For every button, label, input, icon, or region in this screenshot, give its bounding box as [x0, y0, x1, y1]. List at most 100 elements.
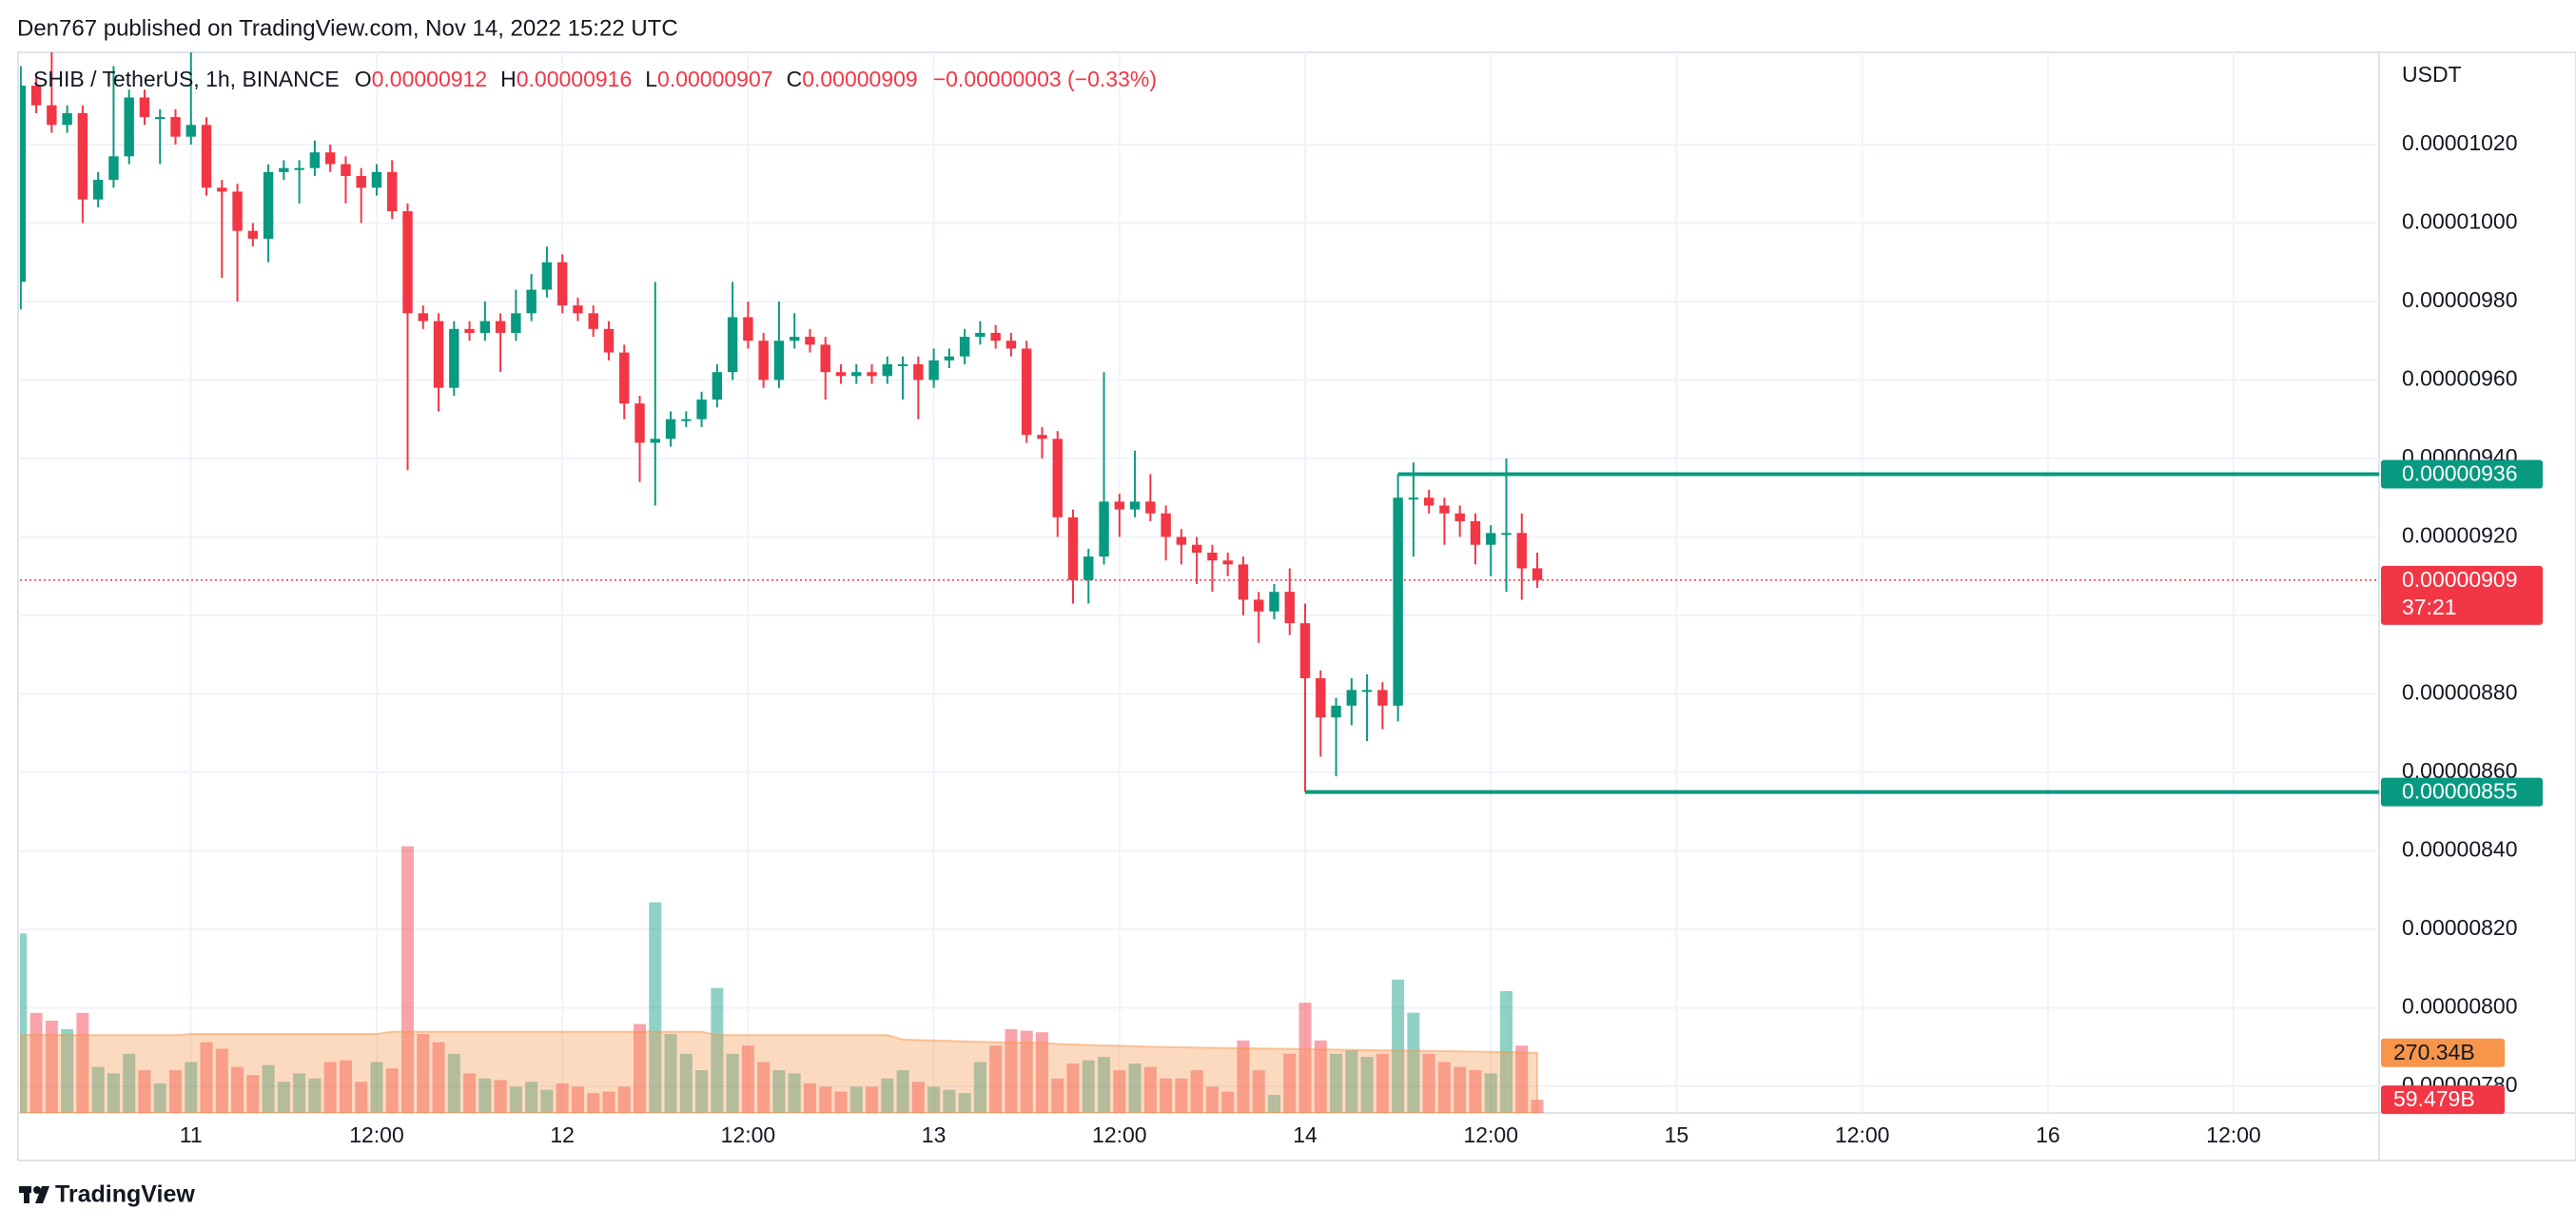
candle-body — [1486, 533, 1496, 545]
volume-bar — [788, 1073, 801, 1113]
x-tick-label: 16 — [2036, 1122, 2060, 1147]
volume-bar — [447, 1053, 460, 1113]
y-tick-label: 0.00000980 — [2402, 287, 2518, 312]
volume-bar — [757, 1062, 771, 1113]
y-tick-label: 0.00000920 — [2402, 523, 2518, 548]
volume-bar — [463, 1073, 477, 1113]
volume-bar — [664, 1034, 677, 1113]
volume-bar — [525, 1082, 538, 1113]
x-tick-label: 11 — [180, 1122, 203, 1147]
volume-bar — [509, 1086, 522, 1113]
candle-body — [1346, 690, 1357, 706]
candle-body — [511, 313, 521, 333]
volume-bar — [1128, 1063, 1142, 1113]
legend-key: O — [355, 67, 372, 91]
candle-body — [913, 363, 924, 380]
volume-bar — [494, 1080, 507, 1113]
candle-body — [1393, 497, 1403, 706]
volume-bar — [1515, 1045, 1529, 1113]
candle-body — [743, 317, 753, 341]
candle-body — [634, 403, 645, 443]
candle-body — [789, 337, 800, 341]
volume-bar — [153, 1083, 166, 1113]
candle-body — [1238, 564, 1249, 600]
volume-bar — [293, 1073, 306, 1113]
price-labels: 0.00000936 0.00000855 0.00000909 37:21 270.3… — [2381, 459, 2543, 1115]
volume-bar — [370, 1062, 383, 1113]
volume-bar — [1143, 1066, 1157, 1113]
x-tick-label: 12 — [550, 1122, 575, 1147]
volume-bar — [819, 1086, 832, 1113]
volume-bar — [262, 1064, 275, 1113]
x-tick-label: 15 — [1665, 1122, 1689, 1147]
volume-bar — [1237, 1040, 1250, 1113]
volume-bar — [29, 1012, 43, 1113]
volume-bar — [695, 1070, 709, 1113]
candle-body — [1052, 439, 1063, 517]
candle-body — [1299, 623, 1311, 678]
logo-slash — [35, 1186, 49, 1203]
volume-bar — [323, 1062, 337, 1113]
candle-body — [139, 97, 150, 118]
volume-bar — [1437, 1062, 1451, 1113]
countdown-label: 37:21 — [2402, 595, 2457, 619]
logo — [19, 1186, 49, 1203]
level-label: 0.00000936 — [2402, 461, 2518, 486]
volume-bar — [617, 1086, 631, 1113]
candle-body — [1037, 435, 1047, 439]
candle-body — [294, 167, 304, 170]
logo-text: TradingView — [55, 1181, 195, 1208]
candle-body — [603, 328, 615, 353]
volume-bar — [1205, 1086, 1219, 1113]
level-label-box — [2381, 459, 2543, 489]
candle-body — [20, 86, 27, 283]
candle-body — [1501, 533, 1512, 536]
candle-body — [185, 125, 196, 137]
candle-body — [1331, 705, 1341, 718]
volume-bar — [1345, 1050, 1358, 1113]
candle-body — [341, 164, 351, 176]
volume-bar — [45, 1020, 58, 1113]
candle-body — [449, 328, 459, 388]
candle-body — [1377, 690, 1388, 706]
volume-bar — [1020, 1030, 1033, 1113]
candle-body — [773, 341, 785, 380]
volume-bar — [1005, 1028, 1018, 1113]
last-price-label: 0.00000909 — [2402, 567, 2518, 592]
volume-bar — [107, 1073, 120, 1113]
volume-bar — [973, 1062, 986, 1113]
x-tick-label: 13 — [922, 1122, 946, 1147]
candle-body — [77, 112, 88, 200]
volume-bar — [896, 1070, 909, 1113]
candle-body — [1439, 505, 1450, 514]
volume-bar — [726, 1053, 739, 1113]
volume-bar — [185, 1062, 198, 1113]
volume-bar — [1175, 1078, 1188, 1113]
candle-body — [464, 328, 475, 333]
volume-bar — [866, 1086, 879, 1113]
volume-bar — [602, 1091, 615, 1113]
candle-body — [1516, 533, 1527, 569]
volume-bar — [927, 1086, 941, 1113]
legend-value: 0.00000916 — [517, 67, 633, 91]
volume-bar — [91, 1066, 105, 1113]
candle-body — [526, 289, 537, 314]
volume-bar — [679, 1053, 693, 1113]
candle-body — [418, 313, 428, 322]
legend-value: 0.00000907 — [657, 67, 773, 91]
y-tick-label: 0.00001020 — [2402, 130, 2518, 155]
grid — [20, 52, 2379, 1113]
volume-bar — [355, 1082, 368, 1113]
candle-body — [1191, 544, 1202, 553]
volume-bar — [834, 1091, 848, 1113]
candle-body — [758, 341, 769, 380]
volume-bar — [587, 1093, 600, 1113]
volume-bar — [540, 1089, 554, 1113]
volume-ma-box — [2381, 1038, 2505, 1067]
candle-body — [1022, 348, 1032, 436]
candle-body — [1222, 560, 1233, 565]
candle-body — [402, 211, 413, 314]
candle-body — [263, 171, 274, 239]
volume-bar — [168, 1070, 182, 1113]
